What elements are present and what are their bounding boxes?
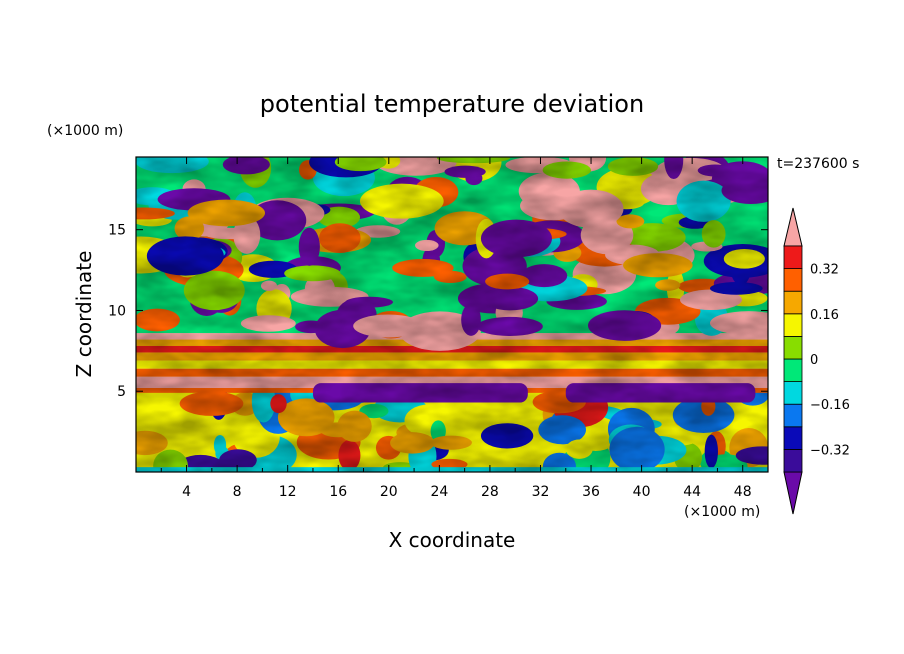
colorbar-top-arrow — [783, 207, 803, 247]
colorbar-bottom-arrow — [783, 471, 803, 515]
x-tick-label: 40 — [633, 484, 651, 500]
x-axis-label: X coordinate — [389, 528, 516, 552]
colorbar-box — [783, 381, 803, 405]
y-tick-label: 15 — [108, 223, 126, 239]
colorbar-box — [783, 268, 803, 292]
y-axis-label: Z coordinate — [72, 251, 96, 378]
contour-field — [136, 157, 768, 472]
x-tick-label: 32 — [532, 484, 550, 500]
x-tick-label: 8 — [233, 484, 242, 500]
colorbar-tick-label: 0.32 — [810, 263, 839, 278]
x-tick-label: 4 — [182, 484, 191, 500]
colorbar-box — [783, 245, 803, 270]
y-tick-label: 5 — [117, 384, 126, 400]
x-tick-label: 24 — [430, 484, 448, 500]
x-tick-label: 16 — [329, 484, 347, 500]
colorbar-tick-label: 0 — [810, 353, 818, 368]
colorbar-box — [783, 448, 803, 473]
y-unit-label: (×1000 m) — [47, 123, 123, 139]
colorbar-tick-label: 0.16 — [810, 308, 839, 323]
colorbar-box — [783, 358, 803, 383]
colorbar: 0.32 0.16 0 −0.16 −0.32 — [783, 207, 850, 515]
x-tick-label: 12 — [279, 484, 297, 500]
colorbar-tick-label: −0.16 — [810, 398, 850, 413]
x-unit-label: (×1000 m) — [684, 504, 760, 520]
x-tick-label: 44 — [683, 484, 701, 500]
plot-frame — [135, 156, 769, 473]
colorbar-box — [783, 313, 803, 337]
y-tick-label: 10 — [108, 303, 126, 319]
x-tick-label: 36 — [582, 484, 600, 500]
colorbar-box — [783, 290, 803, 315]
colorbar-box — [783, 335, 803, 360]
x-tick-label: 20 — [380, 484, 398, 500]
chart-title: potential temperature deviation — [260, 90, 644, 118]
x-axis: 4 8 12 16 20 24 28 32 36 40 44 48 — [160, 157, 752, 500]
x-tick-label: 28 — [481, 484, 499, 500]
colorbar-box — [783, 426, 803, 450]
x-tick-label: 48 — [734, 484, 752, 500]
colorbar-tick-label: −0.32 — [810, 443, 850, 458]
time-label: t=237600 s — [777, 156, 859, 172]
field-texture — [136, 157, 768, 472]
plot-area — [135, 156, 769, 473]
y-axis: 5 10 15 — [108, 223, 768, 400]
colorbar-box — [783, 403, 803, 428]
